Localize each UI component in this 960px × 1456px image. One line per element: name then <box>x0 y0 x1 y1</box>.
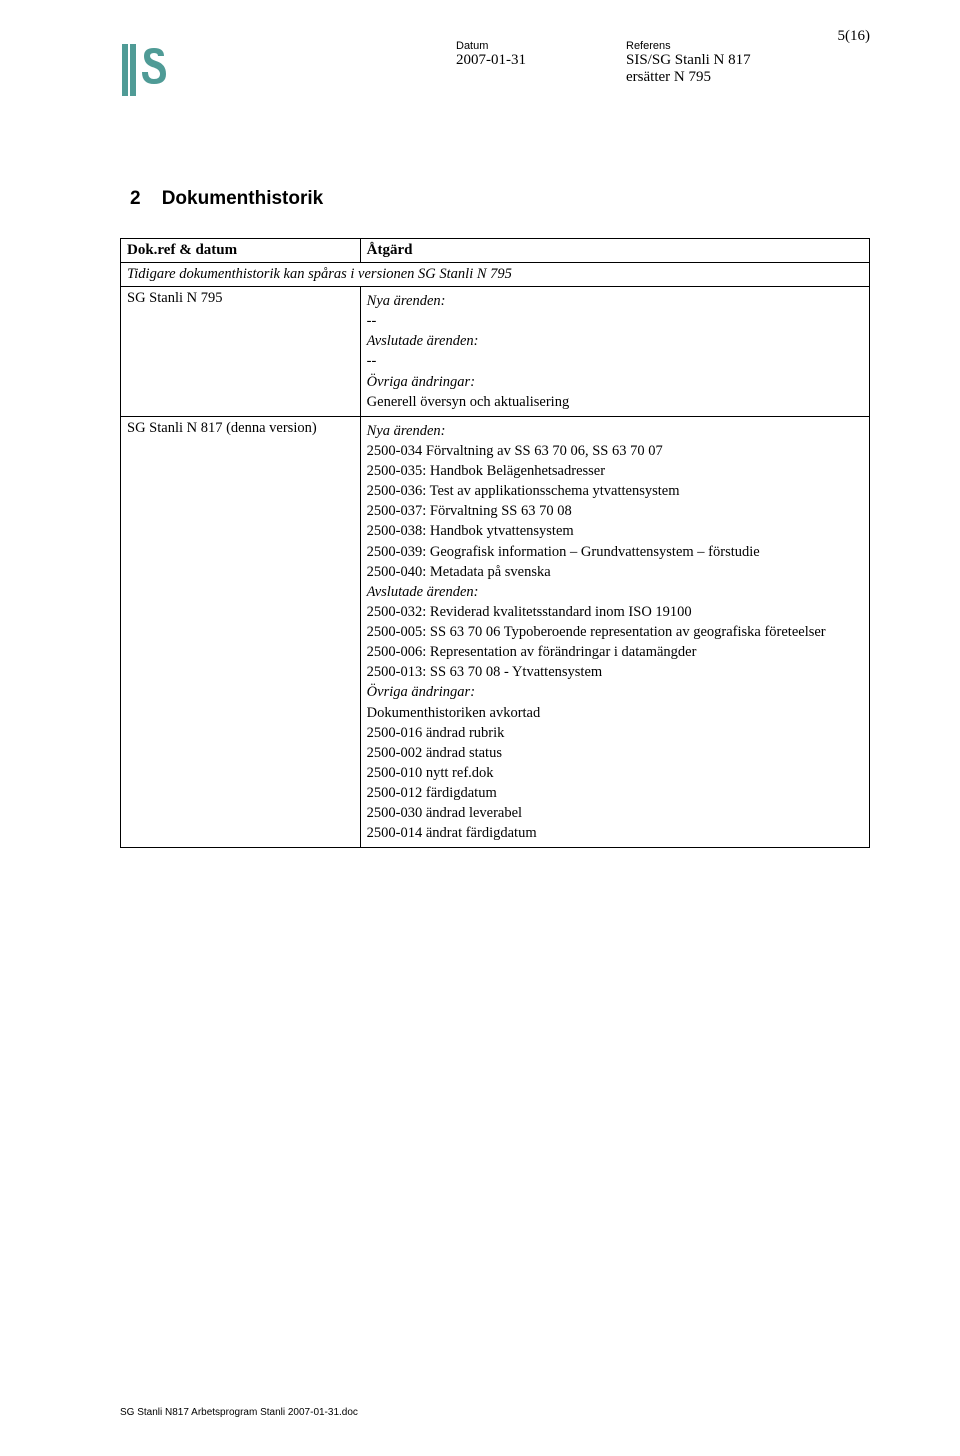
group-item: 2500-013: SS 63 70 08 - Ytvattensystem <box>367 663 863 681</box>
group-item: 2500-036: Test av applikationsschema ytv… <box>367 482 863 500</box>
group-item: -- <box>367 312 863 330</box>
group-item: 2500-006: Representation av förändringar… <box>367 643 863 661</box>
section-title: Dokumenthistorik <box>162 188 324 209</box>
group-item: 2500-012 färdigdatum <box>367 784 863 802</box>
table-row: SG Stanli N 795 Nya ärenden: -- Avslutade ä… <box>121 287 870 417</box>
group-item: 2500-016 ändrad rubrik <box>367 724 863 742</box>
group-item: 2500-030 ändrad leverabel <box>367 804 863 822</box>
group-item: 2500-010 nytt ref.dok <box>367 764 863 782</box>
group-label: Övriga ändringar: <box>367 373 863 391</box>
action-cell: Nya ärenden: -- Avslutade ärenden: -- Övriga… <box>360 287 869 417</box>
footer: SG Stanli N817 Arbetsprogram Stanli 2007… <box>120 1407 358 1418</box>
history-note-cell: Tidigare dokumenthistorik kan spåras i v… <box>121 263 870 287</box>
history-note: Tidigare dokumenthistorik kan spåras i v… <box>127 266 512 282</box>
group-label: Övriga ändringar: <box>367 683 863 701</box>
referens-value: SIS/SG Stanli N 817 <box>626 52 751 69</box>
section-heading: 2 Dokumenthistorik <box>130 188 870 210</box>
table-row: SG Stanli N 817 (denna version)Nya ärend… <box>121 416 870 848</box>
group-item: 2500-037: Förvaltning SS 63 70 08 <box>367 502 863 520</box>
group-item: -- <box>367 352 863 370</box>
group-label: Avslutade ärenden: <box>367 332 863 350</box>
col1-header: Dok.ref & datum <box>121 239 361 263</box>
group-item: 2500-034 Förvaltning av SS 63 70 06, SS … <box>367 442 863 460</box>
group-item: 2500-039: Geografisk information – Grund… <box>367 543 863 561</box>
ref-cell: SG Stanli N 795 <box>121 287 361 417</box>
meta-datum: Datum 2007-01-31 <box>456 40 526 86</box>
meta-referens: Referens SIS/SG Stanli N 817 ersätter N … <box>626 40 751 86</box>
header: Datum 2007-01-31 Referens SIS/SG Stanli … <box>120 40 870 98</box>
group-item: Generell översyn och aktualisering <box>367 393 863 411</box>
sis-logo <box>120 42 176 98</box>
group-item: 2500-014 ändrat färdigdatum <box>367 824 863 842</box>
datum-label: Datum <box>456 40 526 52</box>
action-cell: Nya ärenden: 2500-034 Förvaltning av SS 6… <box>360 416 869 848</box>
ref-cell: SG Stanli N 817 (denna version) <box>121 416 361 848</box>
page-number: 5(16) <box>838 28 871 45</box>
group-item: 2500-038: Handbok ytvattensystem <box>367 522 863 540</box>
referens-label: Referens <box>626 40 751 52</box>
group-item: 2500-032: Reviderad kvalitetsstandard in… <box>367 603 863 621</box>
group-item: 2500-040: Metadata på svenska <box>367 563 863 581</box>
group-label: Nya ärenden: <box>367 292 863 310</box>
datum-value: 2007-01-31 <box>456 52 526 69</box>
header-meta: Datum 2007-01-31 Referens SIS/SG Stanli … <box>456 40 751 86</box>
section-number: 2 <box>130 188 141 209</box>
group-label: Avslutade ärenden: <box>367 583 863 601</box>
table-header-row: Dok.ref & datum Åtgärd <box>121 239 870 263</box>
group-item: 2500-035: Handbok Belägenhetsadresser <box>367 462 863 480</box>
group-label: Nya ärenden: <box>367 422 863 440</box>
page: 5(16) Datum 2007-01-31 Referens SIS/SG S… <box>0 0 960 1456</box>
history-note-row: Tidigare dokumenthistorik kan spåras i v… <box>121 263 870 287</box>
group-item: 2500-002 ändrad status <box>367 744 863 762</box>
referens-sub: ersätter N 795 <box>626 69 751 86</box>
group-item: Dokumenthistoriken avkortad <box>367 704 863 722</box>
group-item: 2500-005: SS 63 70 06 Typoberoende repre… <box>367 623 863 641</box>
history-table: Dok.ref & datum Åtgärd Tidigare dokument… <box>120 238 870 848</box>
col2-header: Åtgärd <box>360 239 869 263</box>
